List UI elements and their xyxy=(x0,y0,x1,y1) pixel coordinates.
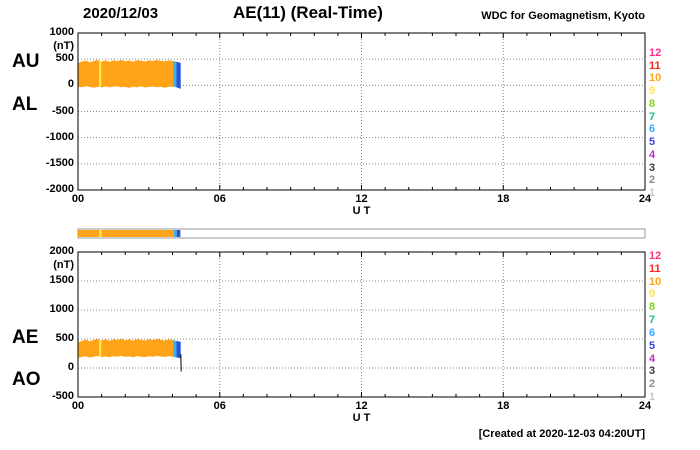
station-count-4: 4 xyxy=(649,148,656,161)
station-count-11: 11 xyxy=(649,262,661,275)
station-count-12: 12 xyxy=(649,47,662,59)
x-tick-label: 06 xyxy=(213,400,226,412)
station-count-2: 2 xyxy=(649,174,656,187)
x-axis-label: U T xyxy=(352,205,371,217)
x-axis-label: U T xyxy=(352,412,371,424)
x-tick-label: 18 xyxy=(497,193,510,205)
y-unit-label: (nT) xyxy=(53,259,74,271)
y-tick-label: 1500 xyxy=(49,274,74,286)
station-count-8: 8 xyxy=(649,97,656,110)
y-tick-label: -500 xyxy=(51,104,74,117)
station-count-7: 7 xyxy=(649,110,656,123)
y-tick-label: 1000 xyxy=(49,26,74,38)
plot-title: AE(11) (Real-Time) xyxy=(233,3,383,22)
station-count-5: 5 xyxy=(649,339,656,352)
station-count-8: 8 xyxy=(649,301,656,314)
station-count-3: 3 xyxy=(649,161,656,174)
station-count-3: 3 xyxy=(649,365,656,378)
plot-date: 2020/12/03 xyxy=(83,5,159,22)
station-count-9: 9 xyxy=(649,85,656,98)
al-axis-label: AL xyxy=(12,94,38,115)
created-at-label: [Created at 2020-12-03 04:20UT] xyxy=(478,428,645,440)
station-count-9: 9 xyxy=(649,288,656,301)
au-axis-label: AU xyxy=(12,51,40,72)
y-tick-label: 500 xyxy=(55,52,74,65)
x-tick-label: 00 xyxy=(71,193,85,205)
y-tick-label: -2000 xyxy=(45,183,74,195)
station-count-5: 5 xyxy=(649,136,656,149)
x-tick-label: 06 xyxy=(213,193,226,205)
y-tick-label: 0 xyxy=(67,78,74,91)
x-tick-label: 12 xyxy=(355,400,368,412)
x-tick-label: 24 xyxy=(638,193,652,205)
station-count-7: 7 xyxy=(649,314,656,327)
y-tick-label: -1000 xyxy=(45,130,74,143)
y-tick-label: -1500 xyxy=(45,156,74,169)
station-count-2: 2 xyxy=(649,378,656,391)
x-tick-label: 24 xyxy=(638,400,652,412)
station-count-10: 10 xyxy=(649,72,662,85)
data-center-label: WDC for Geomagnetism, Kyoto xyxy=(481,10,645,22)
station-count-11: 11 xyxy=(649,59,661,72)
y-unit-label: (nT) xyxy=(53,40,74,52)
station-count-4: 4 xyxy=(649,352,656,365)
y-tick-label: -500 xyxy=(51,390,74,402)
station-count-12: 12 xyxy=(649,250,662,262)
station-count-1: 1 xyxy=(649,391,656,403)
x-tick-label: 12 xyxy=(355,193,368,205)
ae-axis-label: AE xyxy=(12,327,39,348)
y-tick-label: 0 xyxy=(67,361,74,373)
station-count-10: 10 xyxy=(649,275,662,288)
x-tick-label: 18 xyxy=(497,400,510,412)
station-count-6: 6 xyxy=(649,326,656,339)
station-count-6: 6 xyxy=(649,123,656,136)
y-tick-label: 500 xyxy=(55,332,74,344)
x-tick-label: 00 xyxy=(71,400,85,412)
y-tick-label: 2000 xyxy=(49,245,74,257)
ao-axis-label: AO xyxy=(12,369,41,390)
station-count-1: 1 xyxy=(649,187,656,199)
y-tick-label: 1000 xyxy=(49,303,74,315)
